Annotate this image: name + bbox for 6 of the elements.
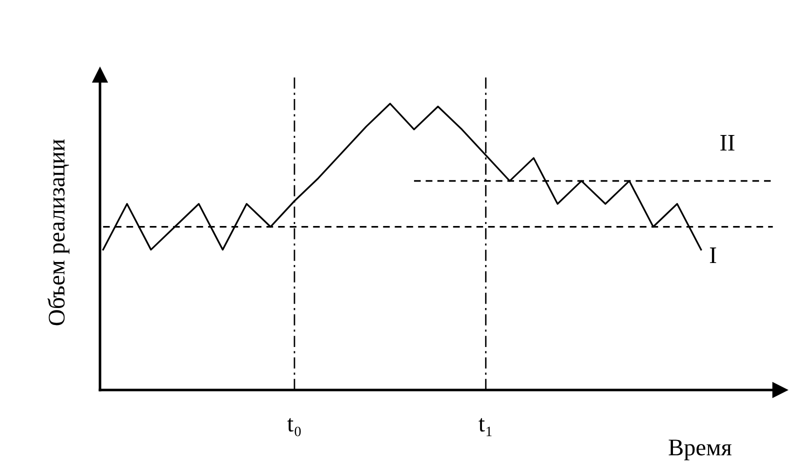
y-axis-title: Объем реализации [48,139,70,326]
x-tick-label: t₁ [478,418,492,436]
series-label: II [720,135,734,151]
x-axis-title: Время [668,440,732,460]
series-label: I [710,248,716,264]
x-tick-label: t₀ [287,418,301,436]
